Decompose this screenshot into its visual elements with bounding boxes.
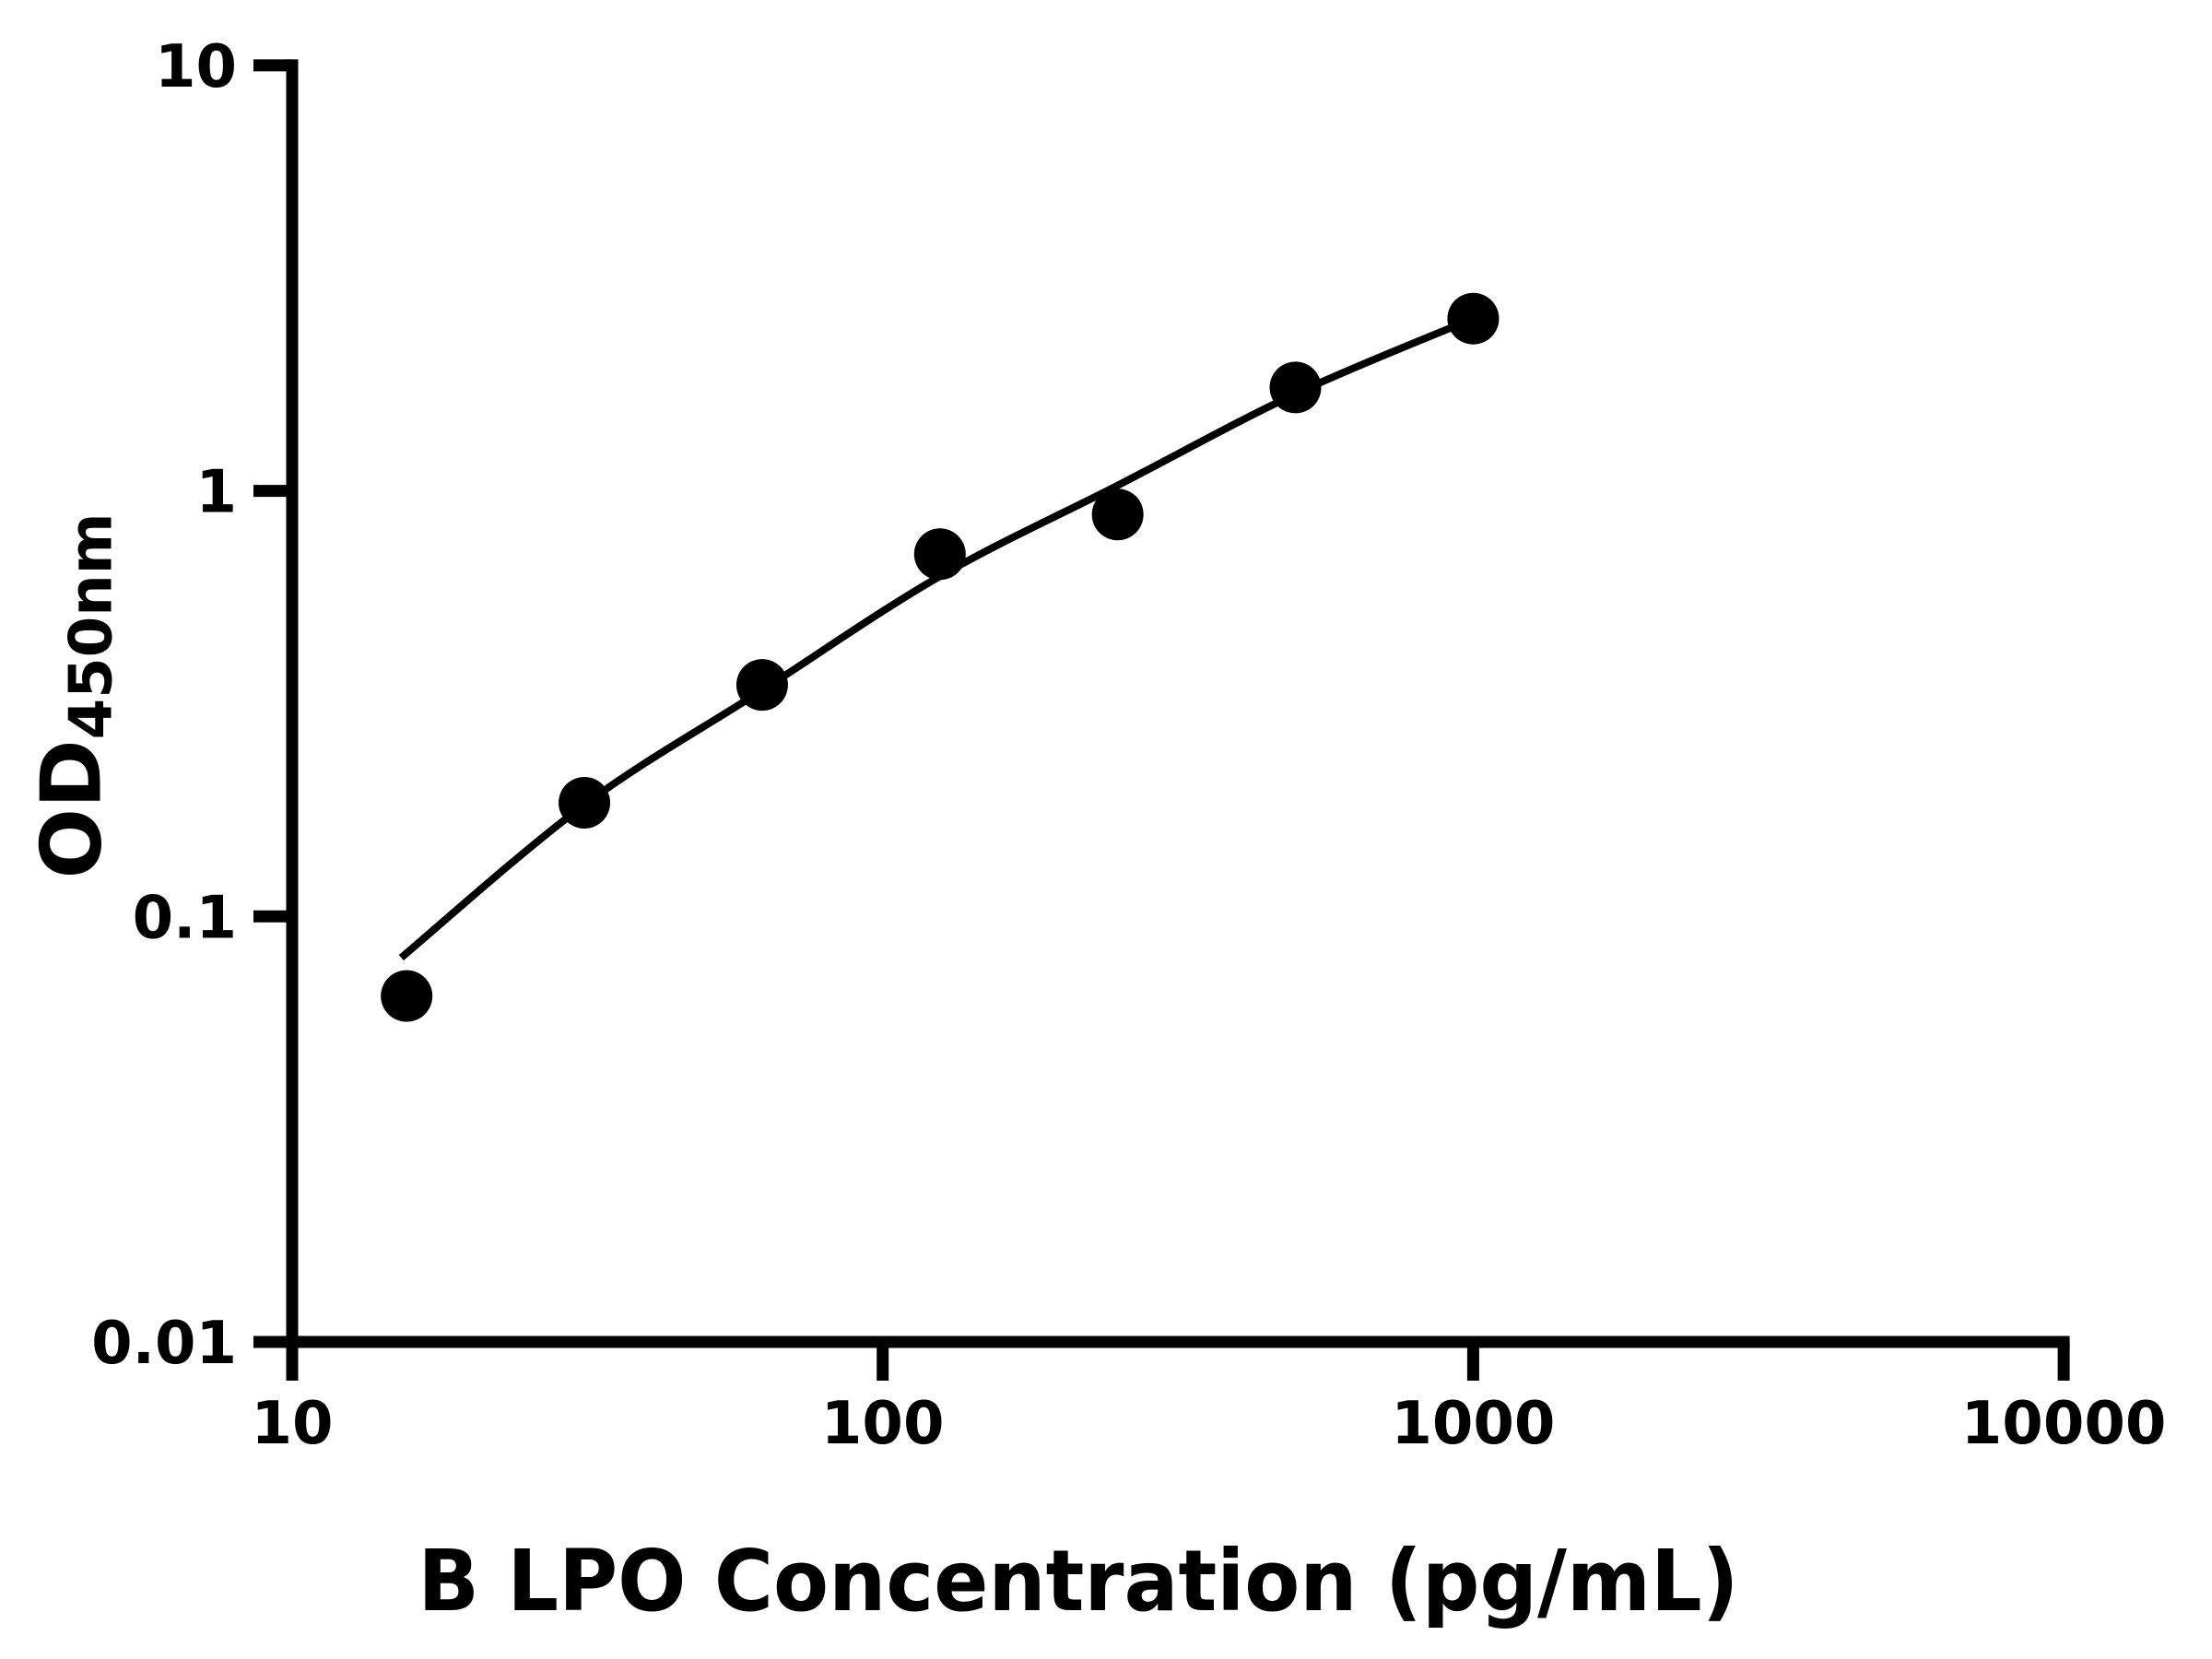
- fit-curve-path: [398, 315, 1475, 961]
- y-axis-title: OD450nm: [23, 512, 126, 879]
- data-point-15.625: [381, 970, 433, 1022]
- data-point-500: [1269, 361, 1322, 414]
- tick-marks: [253, 59, 2070, 1381]
- data-point-1000: [1447, 292, 1500, 345]
- y-tick-label-1: 1: [195, 459, 237, 527]
- x-tick-label-100: 100: [821, 1390, 945, 1458]
- y-tick-label-0.01: 0.01: [91, 1310, 237, 1378]
- axes: [286, 59, 2070, 1381]
- data-point-62.5: [735, 659, 788, 712]
- x-axis-title: B LPO Concentration (pg/mL): [418, 1532, 1739, 1630]
- y-axis-title-subscript: 450nm: [57, 512, 126, 740]
- fit-curve: [398, 315, 1475, 961]
- x-tick-label-10: 10: [251, 1390, 333, 1458]
- x-tick-label-10000: 10000: [1961, 1390, 2167, 1458]
- y-tick-label-0.1: 0.1: [133, 884, 237, 952]
- y-axis-title-main: OD: [23, 739, 121, 879]
- data-points: [381, 292, 1500, 1022]
- data-point-250: [1091, 488, 1144, 541]
- y-tick-label-10: 10: [155, 33, 237, 101]
- data-point-125: [913, 528, 966, 581]
- x-tick-label-1000: 1000: [1391, 1390, 1555, 1458]
- data-point-31.25: [559, 776, 611, 829]
